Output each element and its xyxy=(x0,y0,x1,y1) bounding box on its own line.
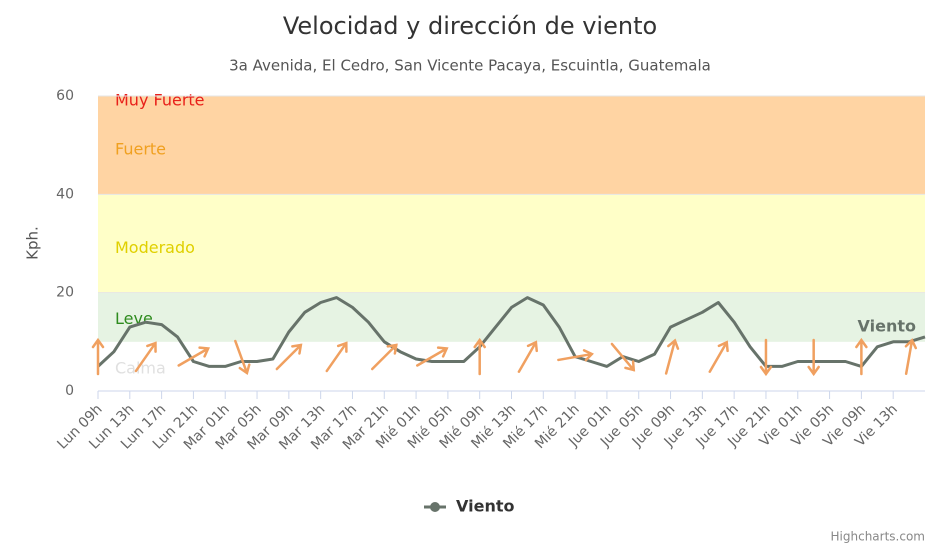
wind-arrow-shape xyxy=(91,337,105,376)
band-label: Fuerte xyxy=(115,140,166,159)
plot-band xyxy=(98,194,925,293)
wind-arrow xyxy=(517,340,538,373)
wind-arrow-shape xyxy=(416,346,449,367)
wind-arrow-shape xyxy=(473,337,486,376)
y-tick-label: 20 xyxy=(56,285,74,301)
wind-arrow-shape xyxy=(759,338,773,377)
series-line xyxy=(96,296,926,368)
series-label: Viento xyxy=(858,316,916,335)
wind-arrow xyxy=(370,343,398,371)
wind-arrow xyxy=(610,342,636,372)
y-tick-label: 40 xyxy=(56,186,74,202)
wind-arrow-shape xyxy=(517,340,538,373)
wind-arrow-shape xyxy=(557,349,594,362)
wind-arrow-shape xyxy=(275,343,303,371)
wind-arrow xyxy=(325,341,348,373)
wind-arrow xyxy=(807,338,820,377)
credits: Highcharts.com xyxy=(831,530,925,544)
wind-arrow xyxy=(708,340,729,373)
wind-arrow-shape xyxy=(134,341,157,373)
wind-arrow xyxy=(759,338,773,377)
wind-arrow-shape xyxy=(904,338,918,375)
wind-arrow xyxy=(473,337,486,376)
y-tick-label: 0 xyxy=(65,383,74,399)
wind-arrow xyxy=(177,346,211,367)
wind-arrow-shape xyxy=(177,346,211,367)
y-tick-label: 60 xyxy=(56,88,74,104)
chart-title: Velocidad y dirección de viento xyxy=(283,12,657,40)
plot-band xyxy=(98,292,925,342)
plot-band xyxy=(98,96,925,195)
wind-arrow xyxy=(91,337,105,376)
band-label: Moderado xyxy=(115,238,195,257)
wind-arrow xyxy=(557,349,594,362)
legend-label[interactable]: Viento xyxy=(456,497,514,516)
wind-arrow-shape xyxy=(610,342,636,372)
wind-arrow xyxy=(416,346,449,367)
wind-arrow xyxy=(855,337,868,376)
wind-arrow-shape xyxy=(370,343,398,371)
legend-symbol xyxy=(430,502,440,512)
band-label: Muy Fuerte xyxy=(115,91,205,110)
plot-band xyxy=(98,341,925,391)
wind-arrow xyxy=(904,338,918,375)
wind-arrow-shape xyxy=(708,340,729,373)
band-label: Calma xyxy=(115,358,166,377)
wind-arrow xyxy=(664,338,680,375)
wind-arrow-shape xyxy=(234,339,251,375)
wind-arrow-shape xyxy=(325,341,348,373)
wind-arrow-shape xyxy=(855,337,868,376)
y-axis-label: Kph. xyxy=(24,226,42,260)
wind-arrow xyxy=(275,343,303,371)
wind-arrow xyxy=(234,339,251,375)
wind-arrow-shape xyxy=(664,338,680,375)
wind-arrow xyxy=(134,341,157,373)
chart-subtitle: 3a Avenida, El Cedro, San Vicente Pacaya… xyxy=(229,57,711,75)
wind-arrow-shape xyxy=(807,338,820,377)
